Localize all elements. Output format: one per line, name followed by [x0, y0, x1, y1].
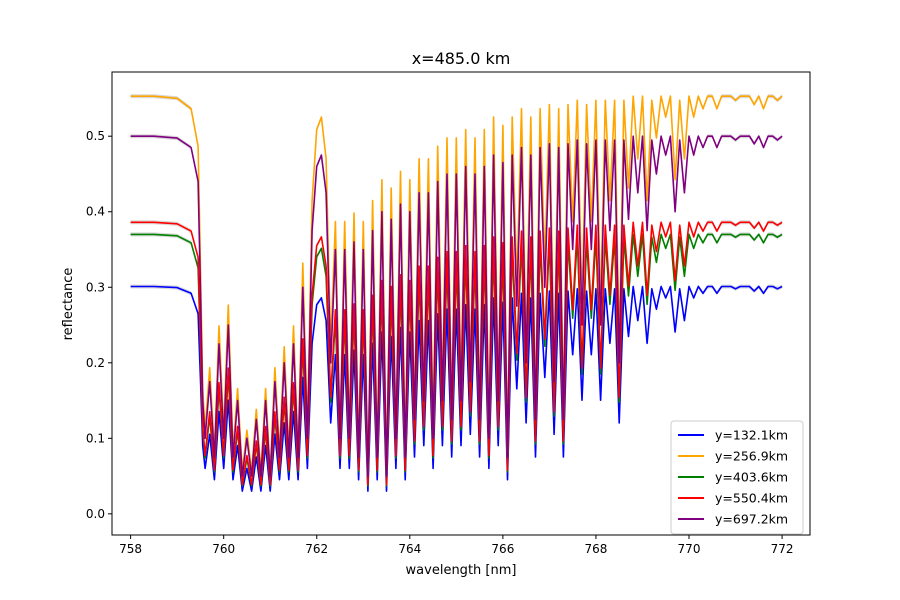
- y-tick-label: 0.2: [86, 356, 105, 370]
- legend-entry: y=256.9km: [715, 449, 788, 464]
- x-tick-label: 764: [398, 542, 421, 556]
- x-tick-label: 766: [491, 542, 514, 556]
- legend-box: [670, 420, 804, 535]
- y-tick-label: 0.3: [86, 280, 105, 294]
- x-tick-label: 762: [305, 542, 328, 556]
- legend-entry: y=403.6km: [715, 470, 788, 485]
- x-tick-label: 772: [771, 542, 794, 556]
- y-axis-label: reflectance: [61, 268, 76, 341]
- y-tick-label: 0.4: [86, 205, 105, 219]
- legend-entry: y=697.2km: [715, 512, 788, 527]
- y-tick-label: 0.5: [86, 129, 105, 143]
- plot-frame: [111, 71, 811, 536]
- series-line: [130, 135, 783, 477]
- y-axis-ticks: 0.0 0.1 0.2 0.3 0.4 0.5: [86, 129, 112, 521]
- x-tick-label: 770: [678, 542, 701, 556]
- y-tick-label: 0.0: [86, 507, 105, 521]
- chart-title: x=485.0 km: [412, 49, 511, 68]
- series-line: [130, 221, 783, 486]
- y-tick-label: 0.1: [86, 431, 105, 445]
- x-axis-ticks: 758 760 762 764 766 768 770 772: [119, 535, 794, 556]
- legend-entry: y=550.4km: [715, 491, 788, 506]
- x-tick-label: 760: [212, 542, 235, 556]
- series-lines: [130, 95, 783, 492]
- legend: y=132.1km y=256.9km y=403.6km y=550.4km y=69…: [670, 420, 804, 535]
- legend-entry: y=132.1km: [715, 428, 788, 443]
- x-tick-label: 758: [119, 542, 142, 556]
- x-tick-label: 768: [584, 542, 607, 556]
- x-axis-label: wavelength [nm]: [406, 563, 517, 578]
